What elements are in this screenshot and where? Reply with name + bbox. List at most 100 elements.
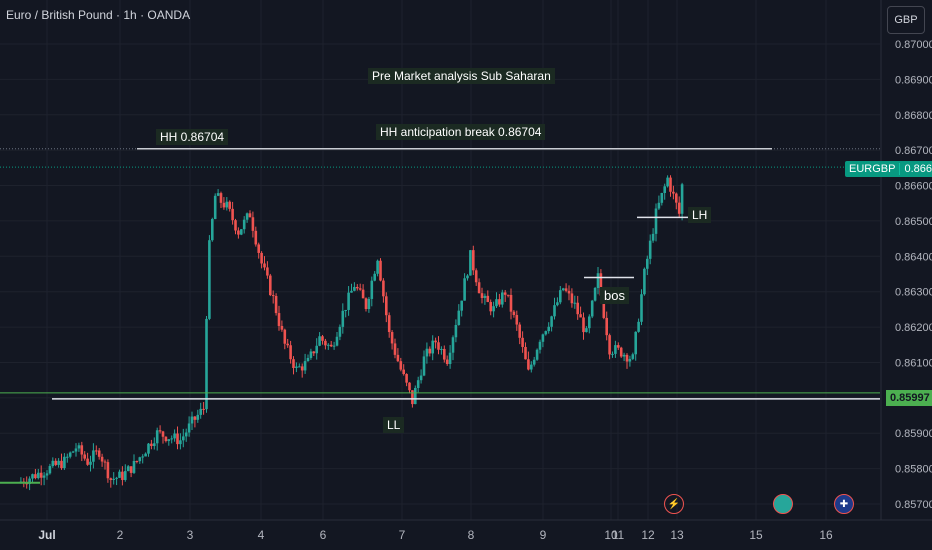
candle-body <box>448 352 452 364</box>
ll-annotation[interactable]: LL <box>383 417 405 433</box>
candle-body <box>274 295 278 314</box>
level-lines <box>0 147 880 484</box>
bos-annotation[interactable]: bos <box>600 287 629 304</box>
candle-body <box>173 433 176 439</box>
time-tick-label: 11 <box>612 528 625 542</box>
candle-body <box>657 202 661 209</box>
candle-body <box>283 329 287 344</box>
uk-flag-icon[interactable]: ✚ <box>834 494 854 514</box>
candle-body <box>112 478 115 480</box>
candle-body <box>361 289 365 299</box>
candle-body <box>263 263 266 268</box>
candle-body <box>489 302 492 312</box>
price-tick-label: 0.87000 <box>895 39 932 51</box>
candle-body <box>257 244 260 253</box>
candle-body <box>553 305 556 317</box>
candle-body <box>251 217 255 231</box>
candle-body <box>532 359 536 365</box>
time-tick-label: 10 <box>604 528 618 542</box>
candle-body <box>240 229 243 235</box>
candle-body <box>25 483 28 485</box>
candle-body <box>622 354 626 357</box>
candle-body <box>605 317 608 336</box>
candle-body <box>298 366 301 368</box>
candle-body <box>329 344 333 347</box>
candle-body <box>57 460 60 465</box>
calendar-event-icon[interactable] <box>773 494 793 514</box>
candle-body <box>126 466 130 472</box>
time-tick-label: Jul <box>38 528 55 542</box>
candle-body <box>303 361 307 371</box>
candle-body <box>617 345 620 348</box>
candle-body <box>324 340 327 346</box>
candle-body <box>260 252 263 264</box>
candle-body <box>506 294 510 296</box>
candle-body <box>54 460 57 465</box>
candle-body <box>419 375 423 381</box>
price-tick-label: 0.86200 <box>895 322 932 334</box>
time-tick-label: 2 <box>117 528 124 542</box>
price-tick-label: 0.86900 <box>895 74 932 86</box>
candle-body <box>387 315 391 333</box>
candle-body <box>92 450 95 462</box>
candle-body <box>350 290 353 293</box>
price-tick-label: 0.86800 <box>895 110 932 122</box>
candle-body <box>422 356 426 376</box>
candle-body <box>248 213 252 218</box>
candle-body <box>103 461 107 463</box>
candle-body <box>228 201 231 209</box>
candle-body <box>492 306 495 312</box>
current-price-tag: EURGBP 0.86652 <box>845 161 932 177</box>
hh-break-annotation[interactable]: HH anticipation break 0.86704 <box>376 124 546 140</box>
currency-button[interactable]: GBP <box>887 6 925 34</box>
candle-body <box>300 366 304 371</box>
time-tick-label: 13 <box>670 528 684 542</box>
candle-body <box>106 462 110 479</box>
candle-body <box>312 351 316 354</box>
candle-body <box>434 340 437 343</box>
candle-body <box>289 345 292 360</box>
symbol-title[interactable]: Euro / British Pound · 1h · OANDA <box>6 8 191 22</box>
candle-body <box>576 302 579 315</box>
time-tick-label: 8 <box>468 528 475 542</box>
candle-body <box>196 414 200 420</box>
candle-body <box>86 458 89 465</box>
candle-body <box>509 294 513 312</box>
candle-body <box>190 416 194 424</box>
candle-body <box>147 443 150 454</box>
candle-body <box>405 374 408 383</box>
candle-body <box>393 343 397 355</box>
candle-body <box>286 343 289 346</box>
candle-body <box>530 364 533 370</box>
hh-annotation[interactable]: HH 0.86704 <box>156 129 229 145</box>
candle-body <box>231 208 234 221</box>
price-tick-label: 0.86600 <box>895 181 932 193</box>
candle-body <box>677 202 681 214</box>
candle-body <box>619 347 623 357</box>
time-tick-label: 3 <box>187 528 194 542</box>
candle-body <box>486 295 490 303</box>
candle-body <box>512 311 516 316</box>
title-annotation[interactable]: Pre Market analysis Sub Saharan <box>368 68 555 84</box>
price-tick-label: 0.85900 <box>895 428 932 440</box>
candle-body <box>341 310 345 327</box>
candle-body <box>28 478 31 485</box>
candle-body <box>150 443 153 447</box>
candle-body <box>538 341 542 350</box>
candle-body <box>373 273 376 281</box>
candle-body <box>640 294 643 322</box>
candle-body <box>66 456 69 458</box>
candle-body <box>100 456 104 462</box>
candle-body <box>608 335 611 355</box>
candle-body <box>648 240 652 259</box>
candle-body <box>335 336 339 346</box>
candle-body <box>184 432 188 437</box>
candle-body <box>144 453 147 457</box>
lh-annotation[interactable]: LH <box>688 207 712 223</box>
candle-body <box>602 295 606 318</box>
candle-body <box>443 348 446 360</box>
candle-body <box>582 317 585 333</box>
lightning-icon[interactable]: ⚡ <box>664 494 684 514</box>
candle-body <box>271 295 275 297</box>
